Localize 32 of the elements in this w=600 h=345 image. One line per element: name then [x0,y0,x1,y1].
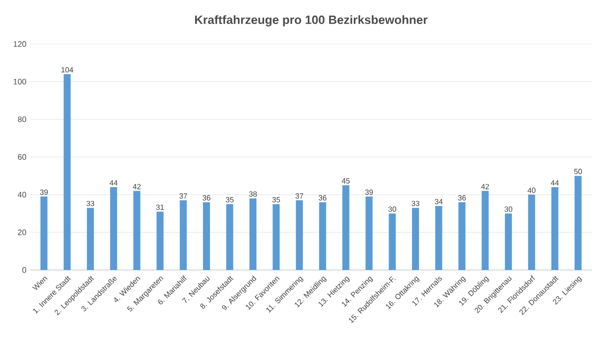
bar [156,212,164,270]
bar [319,202,326,270]
bar [366,196,373,270]
chart-title: Kraftfahrzeuge pro 100 Bezirksbewohner [195,15,428,26]
bar [203,202,210,270]
y-tick-label: 100 [14,78,26,84]
bar [249,198,256,270]
bar [388,213,396,270]
bar [40,196,48,270]
bar [412,208,420,270]
bar [272,204,280,270]
bar [504,213,512,270]
bar [64,74,71,270]
bar [226,204,234,270]
y-tick-label: 80 [18,116,26,122]
bar [180,200,187,270]
bar [133,190,140,270]
bar [86,208,94,270]
y-tick-label: 60 [18,154,26,160]
bar [574,176,582,270]
bar [482,190,489,270]
bar [296,200,303,270]
bar [551,187,558,270]
bar [342,185,350,270]
y-tick-label: 0 [22,267,26,273]
y-tick-label: 120 [14,41,26,47]
bar [435,206,442,270]
bar [458,202,466,270]
bar [528,194,536,270]
bar [110,187,118,270]
y-tick-label: 20 [18,229,26,236]
y-tick-label: 40 [18,192,26,198]
